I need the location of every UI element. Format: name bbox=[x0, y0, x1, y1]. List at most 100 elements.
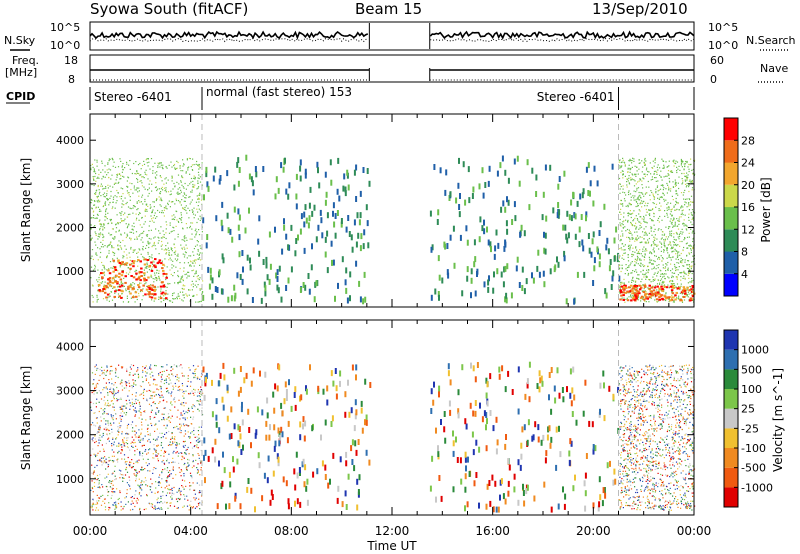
echo-point bbox=[692, 248, 694, 250]
echo-point bbox=[150, 229, 152, 231]
echo-point bbox=[664, 238, 666, 240]
echo-point bbox=[184, 480, 186, 482]
echo-point bbox=[148, 288, 152, 290]
echo-point bbox=[103, 285, 106, 288]
echo-point bbox=[135, 500, 137, 502]
echo-point bbox=[107, 463, 109, 465]
echo-point bbox=[159, 385, 161, 387]
echo-point bbox=[93, 390, 95, 393]
echo-point bbox=[179, 267, 181, 270]
echo-point bbox=[313, 204, 316, 211]
echo-point bbox=[572, 191, 575, 198]
echo-point bbox=[156, 189, 158, 192]
echo-point bbox=[163, 424, 165, 427]
echo-point bbox=[111, 158, 114, 160]
echo-point bbox=[132, 295, 135, 297]
echo-point bbox=[162, 396, 164, 398]
echo-point bbox=[692, 217, 694, 220]
echo-point bbox=[105, 387, 107, 389]
echo-point bbox=[666, 166, 668, 168]
echo-point bbox=[631, 178, 633, 180]
echo-point bbox=[187, 377, 189, 380]
echo-point bbox=[265, 262, 268, 269]
echo-point bbox=[99, 232, 102, 234]
echo-point bbox=[106, 365, 108, 367]
echo-point bbox=[663, 241, 665, 243]
echo-point bbox=[676, 297, 678, 299]
echo-point bbox=[180, 244, 182, 246]
echo-point bbox=[668, 189, 670, 191]
echo-point bbox=[183, 239, 185, 241]
echo-point bbox=[105, 211, 107, 213]
echo-point bbox=[192, 482, 194, 484]
echo-point bbox=[620, 270, 622, 273]
echo-point bbox=[125, 414, 127, 416]
colorbar-tick-label: 16 bbox=[741, 201, 755, 214]
echo-point bbox=[618, 265, 620, 267]
echo-point bbox=[161, 291, 165, 294]
echo-point bbox=[99, 219, 101, 221]
echo-point bbox=[139, 224, 141, 226]
echo-point bbox=[183, 256, 186, 258]
echo-point bbox=[121, 433, 123, 435]
echo-point bbox=[160, 381, 162, 383]
echo-point bbox=[681, 260, 683, 262]
echo-point bbox=[158, 275, 160, 277]
echo-point bbox=[197, 211, 199, 213]
echo-point bbox=[127, 501, 129, 503]
echo-point bbox=[122, 408, 124, 410]
echo-point bbox=[662, 258, 664, 260]
echo-point bbox=[640, 297, 643, 300]
echo-point bbox=[117, 390, 120, 392]
echo-point bbox=[143, 481, 145, 483]
echo-point bbox=[656, 272, 659, 274]
echo-point bbox=[123, 387, 125, 389]
echo-point bbox=[629, 231, 631, 233]
echo-point bbox=[157, 411, 160, 413]
echo-point bbox=[193, 373, 195, 375]
echo-point bbox=[103, 410, 106, 413]
echo-point bbox=[692, 201, 694, 203]
echo-point bbox=[181, 372, 183, 374]
echo-point bbox=[619, 224, 621, 226]
echo-point bbox=[171, 492, 173, 494]
echo-point bbox=[643, 215, 645, 218]
echo-point bbox=[506, 228, 509, 235]
echo-point bbox=[135, 272, 138, 275]
echo-point bbox=[134, 430, 136, 432]
echo-point bbox=[174, 185, 176, 187]
echo-point bbox=[137, 208, 139, 210]
echo-point bbox=[175, 225, 177, 227]
echo-point bbox=[198, 194, 200, 196]
echo-point bbox=[122, 474, 124, 476]
echo-point bbox=[123, 176, 125, 178]
echo-point bbox=[663, 167, 665, 169]
echo-point bbox=[139, 212, 141, 214]
echo-point bbox=[681, 293, 683, 295]
echo-point bbox=[187, 499, 189, 501]
echo-point bbox=[638, 159, 640, 161]
echo-point bbox=[169, 222, 171, 224]
echo-point bbox=[197, 275, 199, 277]
echo-point bbox=[686, 160, 688, 163]
echo-point bbox=[186, 424, 188, 426]
echo-point bbox=[200, 288, 202, 290]
echo-point bbox=[632, 295, 634, 297]
echo-point bbox=[105, 216, 107, 218]
echo-point bbox=[145, 208, 147, 210]
echo-point bbox=[111, 431, 113, 433]
echo-point bbox=[147, 424, 149, 426]
echo-point bbox=[659, 188, 662, 190]
echo-point bbox=[646, 250, 648, 252]
echo-point bbox=[132, 508, 134, 511]
echo-point bbox=[172, 226, 174, 228]
echo-point bbox=[112, 186, 114, 188]
echo-point bbox=[622, 159, 624, 161]
echo-point bbox=[127, 395, 129, 397]
echo-point bbox=[131, 466, 133, 468]
echo-point bbox=[115, 370, 117, 372]
echo-point bbox=[691, 261, 693, 263]
echo-point bbox=[129, 271, 131, 273]
echo-point bbox=[96, 189, 98, 191]
echo-point bbox=[200, 389, 202, 391]
